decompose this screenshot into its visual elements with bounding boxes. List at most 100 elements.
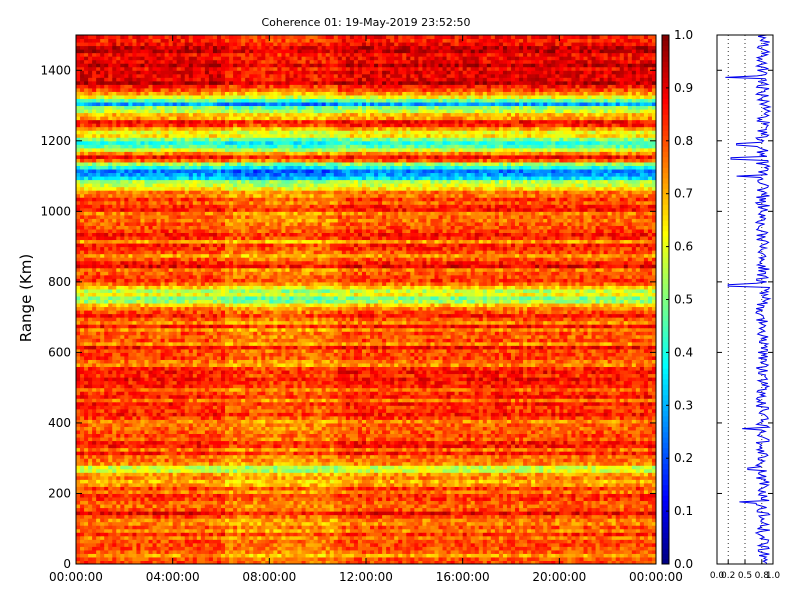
heatmap-cell <box>362 536 367 540</box>
heatmap-cell <box>479 497 484 501</box>
heatmap-cell <box>579 497 584 501</box>
heatmap-cell <box>584 483 589 487</box>
heatmap-cell <box>181 455 186 459</box>
heatmap-cell <box>80 518 85 522</box>
heatmap-cell <box>378 515 383 519</box>
heatmap-cell <box>144 483 149 487</box>
heatmap-cell <box>225 539 230 543</box>
heatmap-cell <box>471 455 476 459</box>
heatmap-cell <box>289 532 294 536</box>
heatmap-cell <box>596 493 601 497</box>
heatmap-cell <box>261 486 266 490</box>
heatmap-cell <box>382 448 387 452</box>
heatmap-cell <box>370 451 375 455</box>
heatmap-cell <box>487 532 492 536</box>
heatmap-cell <box>491 518 496 522</box>
heatmap-cell <box>281 539 286 543</box>
heatmap-cell <box>197 522 202 526</box>
heatmap-cell <box>459 486 464 490</box>
heatmap-cell <box>491 546 496 550</box>
heatmap-cell <box>314 444 319 448</box>
heatmap-cell <box>189 508 194 512</box>
heatmap-cell <box>149 553 154 557</box>
heatmap-cell <box>314 469 319 473</box>
heatmap-cell <box>608 508 613 512</box>
heatmap-cell <box>314 501 319 505</box>
heatmap-cell <box>88 497 93 501</box>
heatmap-cell <box>253 525 258 529</box>
heatmap-cell <box>455 486 460 490</box>
heatmap-cell <box>632 553 637 557</box>
heatmap-cell <box>527 529 532 533</box>
heatmap-cell <box>410 465 415 469</box>
heatmap-cell <box>596 522 601 526</box>
heatmap-cell <box>144 451 149 455</box>
heatmap-cell <box>463 451 468 455</box>
heatmap-cell <box>422 508 427 512</box>
heatmap-cell <box>608 529 613 533</box>
heatmap-cell <box>648 469 653 473</box>
heatmap-cell <box>261 465 266 469</box>
heatmap-cell <box>596 476 601 480</box>
heatmap-cell <box>475 444 480 448</box>
heatmap-cell <box>499 479 504 483</box>
heatmap-cell <box>213 525 218 529</box>
heatmap-cell <box>451 441 456 445</box>
heatmap-cell <box>584 525 589 529</box>
heatmap-cell <box>483 476 488 480</box>
heatmap-cell <box>153 522 158 526</box>
heatmap-cell <box>459 493 464 497</box>
heatmap-cell <box>128 472 133 476</box>
heatmap-cell <box>294 522 299 526</box>
heatmap-cell <box>644 448 649 452</box>
heatmap-cell <box>225 529 230 533</box>
heatmap-cell <box>241 497 246 501</box>
heatmap-cell <box>257 462 262 466</box>
heatmap-cell <box>161 518 166 522</box>
heatmap-cell <box>144 448 149 452</box>
heatmap-cell <box>571 472 576 476</box>
heatmap-cell <box>515 532 520 536</box>
heatmap-cell <box>523 451 528 455</box>
heatmap-cell <box>285 511 290 515</box>
heatmap-cell <box>221 529 226 533</box>
heatmap-cell <box>535 504 540 508</box>
heatmap-cell <box>414 465 419 469</box>
heatmap-cell <box>430 504 435 508</box>
heatmap-cell <box>640 501 645 505</box>
heatmap-cell <box>426 476 431 480</box>
heatmap-cell <box>217 525 222 529</box>
heatmap-cell <box>209 472 214 476</box>
heatmap-cell <box>169 553 174 557</box>
heatmap-cell <box>370 448 375 452</box>
heatmap-cell <box>535 469 540 473</box>
heatmap-cell <box>338 476 343 480</box>
heatmap-cell <box>253 539 258 543</box>
heatmap-cell <box>302 529 307 533</box>
heatmap-cell <box>281 469 286 473</box>
heatmap-cell <box>503 451 508 455</box>
heatmap-cell <box>439 504 444 508</box>
heatmap-cell <box>443 504 448 508</box>
heatmap-cell <box>173 493 178 497</box>
heatmap-cell <box>229 504 234 508</box>
heatmap-cell <box>539 529 544 533</box>
heatmap-cell <box>483 493 488 497</box>
heatmap-cell <box>418 479 423 483</box>
heatmap-cell <box>592 476 597 480</box>
heatmap-cell <box>306 497 311 501</box>
heatmap-cell <box>245 550 250 554</box>
heatmap-cell <box>326 469 331 473</box>
heatmap-cell <box>571 504 576 508</box>
heatmap-cell <box>463 472 468 476</box>
heatmap-cell <box>624 511 629 515</box>
heatmap-cell <box>366 476 371 480</box>
heatmap-cell <box>261 518 266 522</box>
heatmap-cell <box>523 532 528 536</box>
heatmap-cell <box>370 444 375 448</box>
heatmap-cell <box>80 543 85 547</box>
heatmap-cell <box>616 539 621 543</box>
heatmap-cell <box>140 522 145 526</box>
heatmap-cell <box>140 448 145 452</box>
heatmap-cell <box>100 493 105 497</box>
